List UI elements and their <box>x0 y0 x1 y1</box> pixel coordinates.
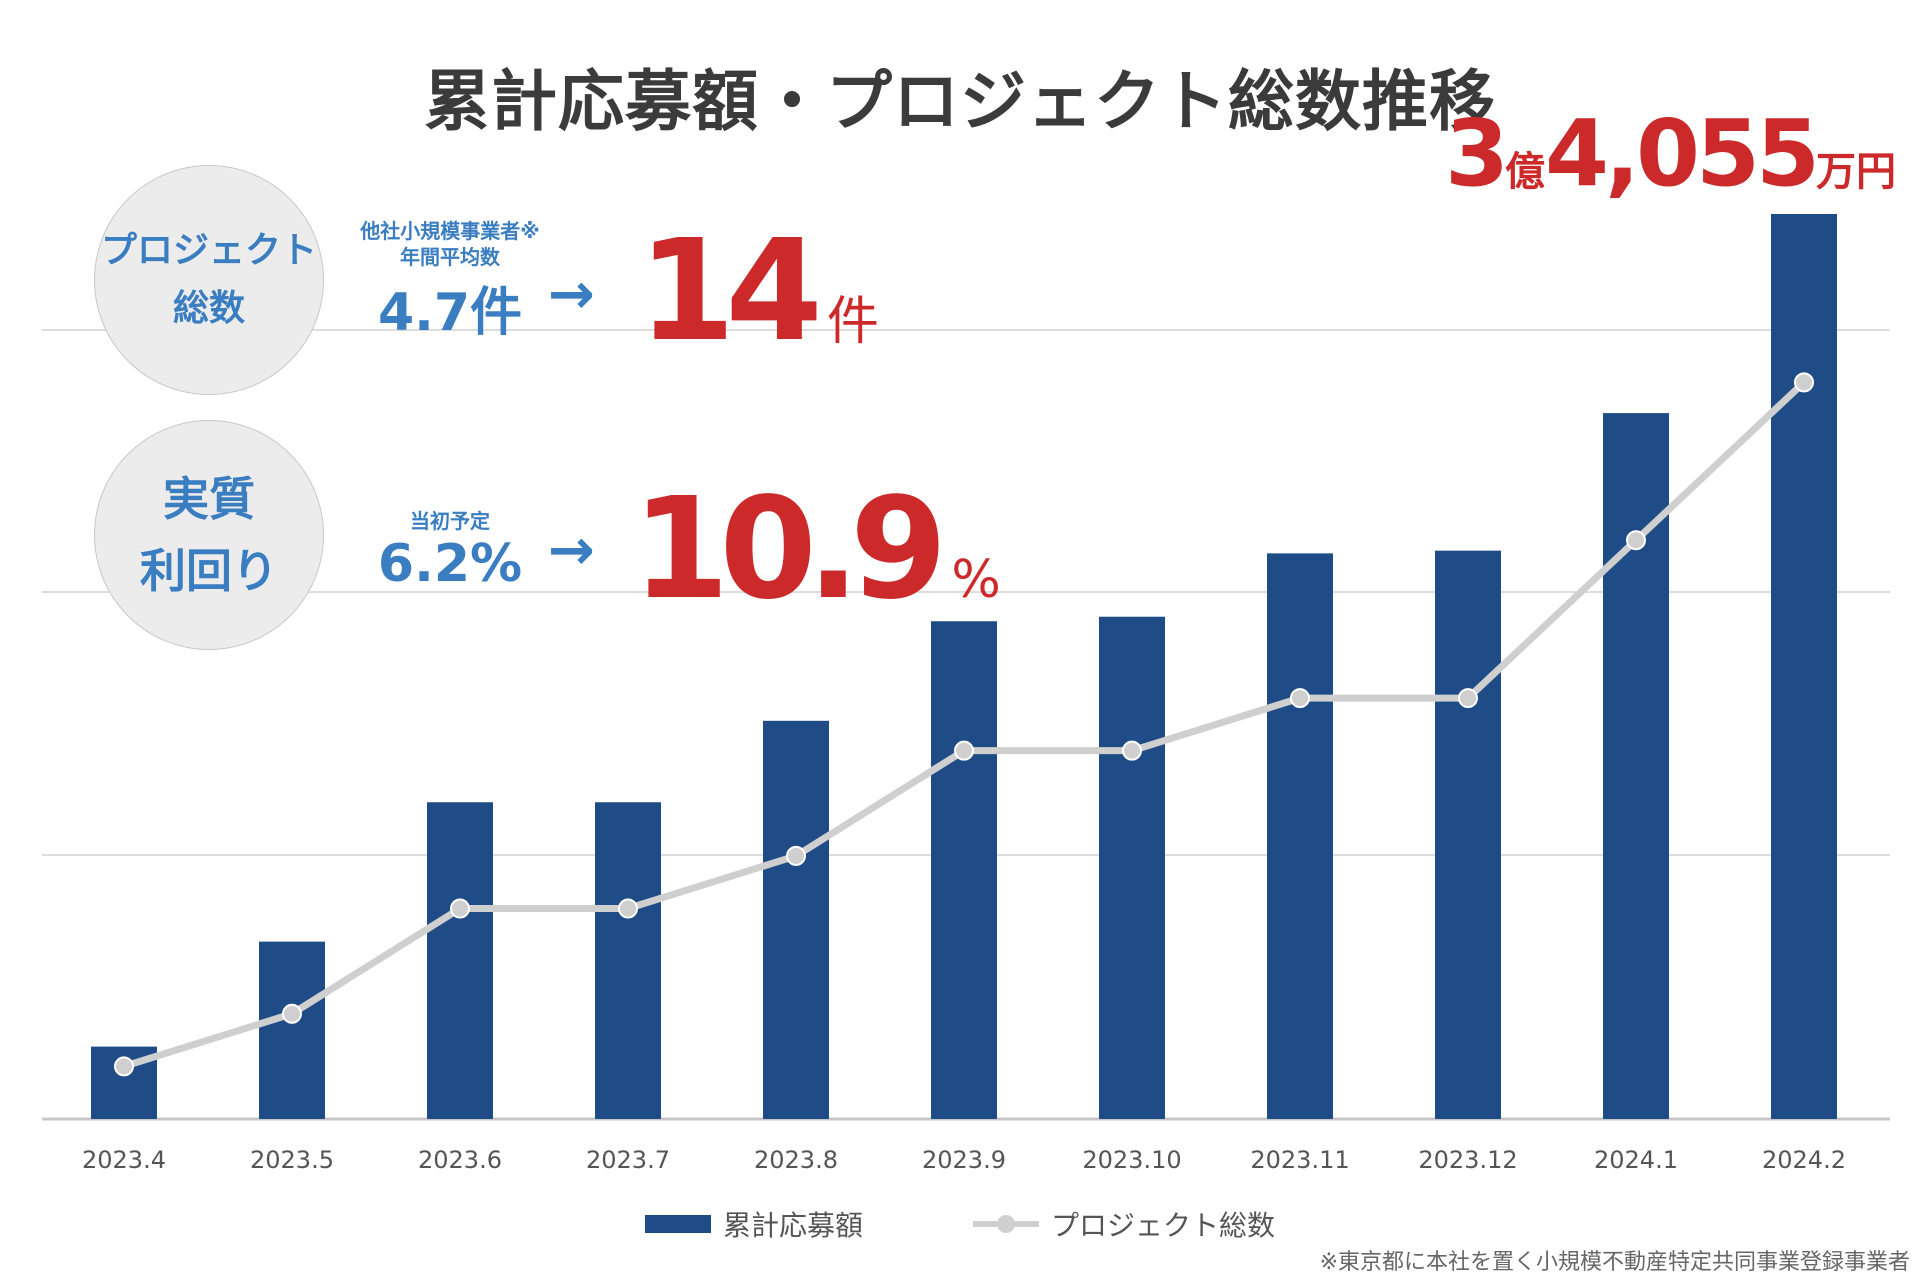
x-tick-labels: 2023.4 2023.5 2023.6 2023.7 2023.8 2023.9 2023… <box>82 1146 1846 1174</box>
project-note-line1: 他社小規模事業者※ <box>360 219 540 243</box>
x-tick-2024.1: 2024.1 <box>1594 1146 1678 1174</box>
project-count-unit: 件 <box>826 292 879 352</box>
project-badge-line1: プロジェクト <box>100 230 317 271</box>
legend-item-bar: 累計応募額 <box>644 1204 863 1244</box>
x-tick-2023.12: 2023.12 <box>1418 1146 1517 1174</box>
project-count-badge: プロジェクト 総数 <box>94 165 324 395</box>
point-2023.9 <box>954 740 974 761</box>
total-oku-unit: 億 <box>1504 149 1545 195</box>
line-series <box>114 372 1814 1077</box>
bar-2023.9 <box>931 621 997 1119</box>
legend-bar-swatch <box>644 1215 711 1233</box>
point-2023.12 <box>1458 688 1478 709</box>
bar-2023.6 <box>427 802 493 1119</box>
footnote: ※東京都に本社を置く小規模不動産特定共同事業登録事業者 <box>1319 1250 1910 1275</box>
yield-compare-value: 6.2% <box>377 534 523 594</box>
yield-badge-line2: 利回り <box>140 544 278 598</box>
project-badge-line2: 総数 <box>172 288 245 329</box>
bar-2023.11 <box>1267 553 1333 1119</box>
x-tick-2023.8: 2023.8 <box>754 1146 838 1174</box>
point-2024.1 <box>1626 530 1646 551</box>
yield-value: 10.9% <box>632 468 1001 631</box>
bar-2024.2 <box>1771 214 1837 1119</box>
point-2023.7 <box>618 898 638 919</box>
yield-badge: 実質 利回り <box>94 420 324 650</box>
x-tick-2023.6: 2023.6 <box>418 1146 502 1174</box>
point-2024.2 <box>1794 372 1814 393</box>
legend-bar-label: 累計応募額 <box>722 1209 863 1242</box>
x-tick-2023.11: 2023.11 <box>1250 1146 1349 1174</box>
project-note-line2: 年間平均数 <box>400 245 500 269</box>
chart-legend: 累計応募額 プロジェクト総数 <box>0 1204 1920 1244</box>
legend-line-swatch <box>973 1215 1039 1233</box>
project-arrow-icon: → <box>548 262 595 327</box>
yield-arrow-icon: → <box>548 518 595 583</box>
x-tick-2023.10: 2023.10 <box>1082 1146 1181 1174</box>
point-2023.5 <box>282 1003 302 1024</box>
yield-note: 当初予定 <box>410 509 490 533</box>
total-man-unit: 万円 <box>1816 149 1896 195</box>
x-tick-2023.9: 2023.9 <box>922 1146 1006 1174</box>
total-oku-value: 3 <box>1444 100 1509 207</box>
total-amount: 3億4,055万円 <box>1445 100 1896 207</box>
project-compare-value: 4.7件 <box>377 283 523 343</box>
bar-2023.12 <box>1435 550 1501 1119</box>
x-tick-2023.5: 2023.5 <box>250 1146 334 1174</box>
point-2023.8 <box>786 845 806 866</box>
x-tick-2023.7: 2023.7 <box>586 1146 670 1174</box>
point-2023.10 <box>1122 740 1142 761</box>
point-2023.6 <box>450 898 470 919</box>
combo-chart: 2023.4 2023.5 2023.6 2023.7 2023.8 2023.9 2023… <box>42 214 1890 1174</box>
bar-2023.5 <box>259 941 325 1119</box>
bar-2023.8 <box>763 720 829 1119</box>
yield-unit: % <box>951 550 1001 610</box>
point-2023.11 <box>1290 688 1310 709</box>
project-count-number: 14 <box>638 210 823 373</box>
bar-2023.7 <box>595 802 661 1119</box>
x-tick-2023.4: 2023.4 <box>82 1146 166 1174</box>
project-compare: 他社小規模事業者※ 年間平均数 4.7件 <box>330 218 570 345</box>
project-count-value: 14 件 <box>638 210 879 373</box>
legend-line-label: プロジェクト総数 <box>1051 1209 1276 1242</box>
x-tick-2024.2: 2024.2 <box>1762 1146 1846 1174</box>
legend-item-line: プロジェクト総数 <box>973 1204 1275 1244</box>
yield-badge-line1: 実質 <box>163 472 255 526</box>
bar-series <box>91 214 1837 1120</box>
point-2023.4 <box>114 1056 134 1077</box>
yield-number: 10.9 <box>632 468 947 631</box>
total-man-value: 4,055 <box>1544 100 1820 207</box>
bar-2023.10 <box>1099 616 1165 1119</box>
chart-title: 累計応募額・プロジェクト総数推移 <box>424 63 1496 140</box>
yield-compare: 当初予定 6.2% <box>360 508 540 594</box>
